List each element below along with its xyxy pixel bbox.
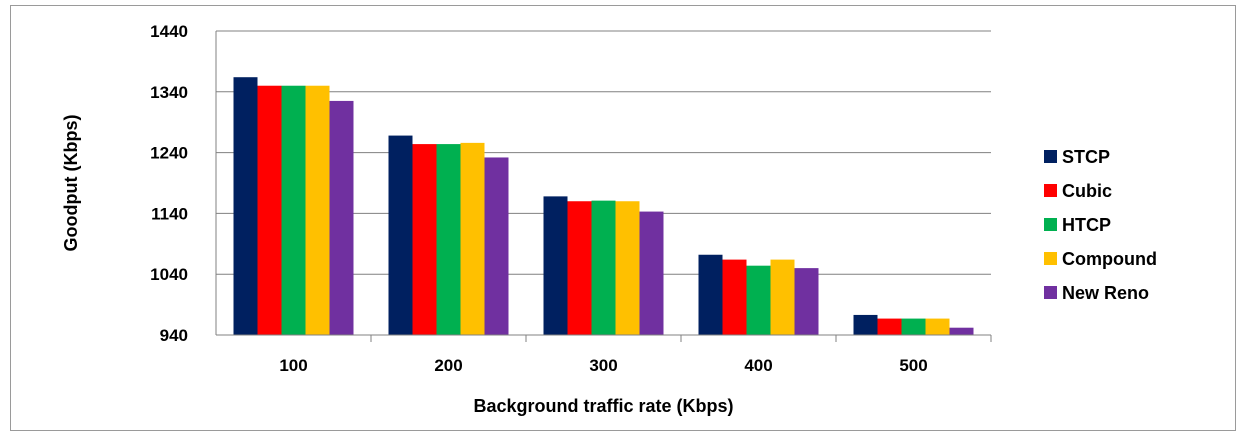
y-tick-label: 1240	[150, 144, 188, 163]
y-tick-label: 940	[160, 326, 188, 345]
y-tick-label: 1140	[151, 204, 188, 223]
axes	[215, 31, 992, 342]
bar	[901, 318, 926, 335]
x-tick-labels: 100 200 300 400 500	[279, 356, 927, 375]
bar	[567, 201, 592, 335]
legend-swatch	[1044, 286, 1057, 299]
y-tick-labels: 940 1040 1140 1240 1340 1440	[150, 22, 188, 345]
legend-swatch	[1044, 252, 1057, 265]
x-tick-label: 500	[899, 356, 927, 375]
bar	[329, 100, 354, 335]
bar	[484, 157, 509, 335]
bars	[233, 77, 974, 335]
bar	[794, 268, 819, 335]
legend-label: HTCP	[1062, 215, 1111, 235]
bar	[412, 144, 437, 335]
legend-label: New Reno	[1062, 283, 1149, 303]
bar	[388, 135, 413, 335]
legend-swatch	[1044, 218, 1057, 231]
bar	[591, 200, 616, 335]
x-tick-label: 400	[744, 356, 772, 375]
y-axis-title: Goodput (Kbps)	[61, 115, 81, 252]
x-tick-label: 100	[279, 356, 307, 375]
y-tick-label: 1040	[150, 265, 188, 284]
bar	[460, 142, 485, 335]
legend-label: STCP	[1062, 147, 1110, 167]
bar	[770, 259, 795, 335]
bar	[257, 85, 282, 335]
bar	[746, 265, 771, 335]
bar	[233, 77, 258, 335]
bar	[853, 314, 878, 335]
y-tick-label: 1340	[150, 83, 188, 102]
bar	[543, 196, 568, 335]
bar	[698, 254, 723, 335]
x-axis-title: Background traffic rate (Kbps)	[473, 396, 733, 416]
legend: STCP Cubic HTCP Compound New Reno	[1044, 147, 1157, 303]
bar	[305, 85, 330, 335]
bar	[436, 144, 461, 335]
bar	[639, 211, 664, 335]
legend-swatch	[1044, 150, 1057, 163]
legend-swatch	[1044, 184, 1057, 197]
bar	[949, 327, 974, 335]
bar	[722, 259, 747, 335]
bar	[877, 318, 902, 335]
bar	[925, 318, 950, 335]
chart-frame: 940 1040 1140 1240 1340 1440 100 200 300 400 500 …	[10, 5, 1236, 431]
y-tick-label: 1440	[150, 22, 188, 41]
bar	[281, 85, 306, 335]
legend-label: Cubic	[1062, 181, 1112, 201]
x-tick-label: 300	[589, 356, 617, 375]
legend-label: Compound	[1062, 249, 1157, 269]
bar	[615, 201, 640, 335]
x-tick-label: 200	[434, 356, 462, 375]
